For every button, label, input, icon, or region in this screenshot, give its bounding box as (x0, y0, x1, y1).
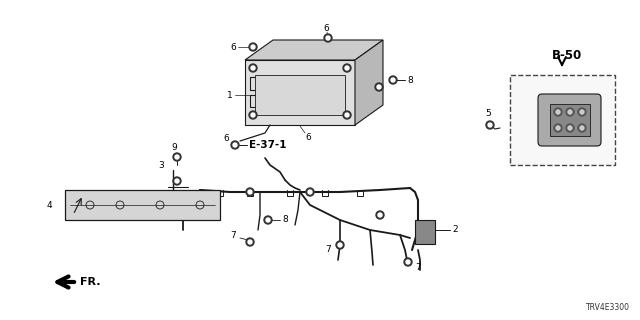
Circle shape (308, 190, 312, 194)
Text: 6: 6 (305, 132, 311, 141)
Text: TRV4E3300: TRV4E3300 (586, 303, 630, 312)
Circle shape (375, 83, 383, 91)
Text: 9: 9 (171, 142, 177, 151)
Text: 7: 7 (325, 245, 331, 254)
Circle shape (343, 111, 351, 119)
Circle shape (578, 124, 586, 132)
Circle shape (391, 78, 395, 82)
Text: FR.: FR. (80, 277, 100, 287)
Text: 7: 7 (230, 231, 236, 241)
Text: 6: 6 (230, 43, 236, 52)
Circle shape (175, 179, 179, 183)
FancyBboxPatch shape (538, 94, 601, 146)
Text: 1: 1 (227, 91, 233, 100)
Text: 2: 2 (452, 226, 458, 235)
Bar (550, 104, 590, 136)
FancyBboxPatch shape (415, 220, 435, 244)
Circle shape (231, 141, 239, 149)
Circle shape (251, 113, 255, 117)
Circle shape (233, 143, 237, 147)
Circle shape (389, 76, 397, 84)
Circle shape (556, 110, 560, 114)
Polygon shape (65, 190, 220, 220)
Circle shape (406, 260, 410, 264)
Circle shape (345, 66, 349, 70)
Circle shape (578, 108, 586, 116)
Text: 7: 7 (415, 263, 420, 273)
Circle shape (580, 126, 584, 130)
Circle shape (336, 241, 344, 249)
Text: 6: 6 (223, 133, 228, 142)
Circle shape (175, 155, 179, 159)
Circle shape (248, 190, 252, 194)
Circle shape (345, 113, 349, 117)
Circle shape (246, 188, 254, 196)
Circle shape (249, 111, 257, 119)
Circle shape (486, 121, 494, 129)
Circle shape (338, 243, 342, 247)
Circle shape (556, 126, 560, 130)
Bar (255, 75, 345, 115)
Circle shape (554, 108, 562, 116)
Circle shape (554, 124, 562, 132)
Circle shape (246, 238, 254, 246)
Circle shape (266, 218, 270, 222)
Circle shape (568, 110, 572, 114)
Polygon shape (245, 40, 383, 60)
Text: 6: 6 (323, 23, 329, 33)
Circle shape (173, 153, 181, 161)
Circle shape (264, 216, 272, 224)
Text: 5: 5 (485, 108, 491, 117)
Text: E-37-1: E-37-1 (249, 140, 287, 150)
Circle shape (566, 108, 574, 116)
Circle shape (404, 258, 412, 266)
Circle shape (326, 36, 330, 40)
Circle shape (377, 85, 381, 89)
Circle shape (376, 211, 384, 219)
Text: 4: 4 (47, 201, 52, 210)
Circle shape (251, 45, 255, 49)
Circle shape (568, 126, 572, 130)
Circle shape (306, 188, 314, 196)
Polygon shape (245, 60, 355, 125)
Circle shape (324, 34, 332, 42)
Polygon shape (355, 40, 383, 125)
Circle shape (378, 213, 382, 217)
Circle shape (566, 124, 574, 132)
Circle shape (343, 64, 351, 72)
Circle shape (249, 43, 257, 51)
Text: B-50: B-50 (552, 49, 582, 61)
Bar (510, 75, 615, 165)
Circle shape (248, 240, 252, 244)
Text: 8: 8 (282, 215, 288, 225)
Circle shape (173, 177, 181, 185)
Text: 3: 3 (158, 161, 164, 170)
Circle shape (488, 123, 492, 127)
Text: 8: 8 (407, 76, 413, 84)
Circle shape (580, 110, 584, 114)
Circle shape (251, 66, 255, 70)
Circle shape (249, 64, 257, 72)
